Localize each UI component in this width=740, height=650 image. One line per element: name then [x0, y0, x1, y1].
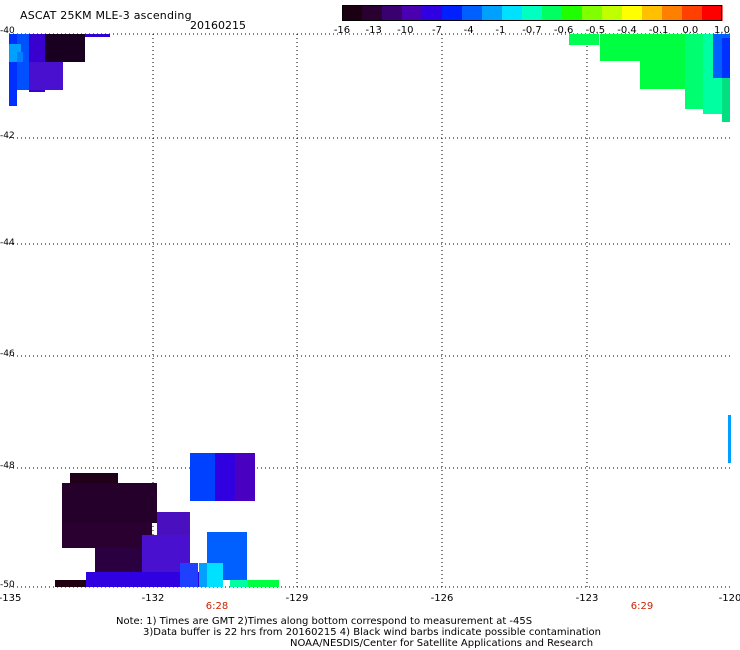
lon-label: -120	[718, 593, 740, 604]
colorbar-swatch	[682, 5, 703, 21]
colorbar-swatch	[502, 5, 523, 21]
swath-cell	[600, 34, 640, 61]
colorbar-swatch	[422, 5, 443, 21]
swath-cell	[86, 572, 199, 587]
colorbar-tick-label: -0.1	[648, 25, 669, 36]
lon-label: -126	[430, 593, 454, 604]
colorbar-swatch	[442, 5, 463, 21]
note-line-3: NOAA/NESDIS/Center for Satellite Applica…	[290, 638, 594, 649]
lon-label: -132	[141, 593, 165, 604]
swath-cell	[722, 38, 730, 78]
swath-cell	[45, 34, 85, 62]
colorbar-tick-label: -1	[495, 25, 506, 36]
swath-cell	[29, 62, 63, 90]
lat-label: -46	[0, 349, 15, 359]
colorbar-swatch	[702, 5, 723, 21]
colorbar-tick-label: -0.7	[522, 25, 542, 36]
time-label: 6:28	[205, 601, 229, 612]
lat-label: -44	[0, 238, 15, 248]
colorbar-swatch	[542, 5, 563, 21]
colorbar-tick-label: -0.6	[553, 25, 574, 36]
swath-cell	[9, 34, 17, 106]
lat-label: -50	[0, 580, 15, 590]
swath-cell	[235, 453, 255, 501]
swath-cell	[569, 34, 599, 45]
swath-cell	[62, 483, 157, 523]
swath-cell	[248, 580, 279, 587]
lon-label: -135	[0, 593, 22, 604]
colorbar-tick-label: -13	[365, 25, 382, 36]
lon-label: -123	[575, 593, 599, 604]
colorbar-swatch	[462, 5, 483, 21]
swath-cell	[85, 34, 110, 37]
swath-cell	[180, 563, 198, 587]
map-date: 20160215	[190, 19, 246, 32]
colorbar-swatch	[402, 5, 423, 21]
swath-cell	[190, 453, 215, 501]
swath-cell	[17, 52, 23, 62]
lat-label: -48	[0, 461, 15, 471]
colorbar-swatch	[482, 5, 503, 21]
colorbar-swatch	[642, 5, 663, 21]
colorbar-tick-label: -16	[333, 25, 351, 36]
colorbar-swatch	[522, 5, 543, 21]
colorbar-tick-label: 0.0	[682, 25, 699, 36]
swath-cell	[95, 548, 142, 572]
swath-cell	[55, 580, 86, 587]
colorbar-swatch	[342, 5, 363, 21]
swath-cell	[207, 563, 223, 587]
colorbar-tick-label: -0.5	[585, 25, 606, 36]
swath-cell	[728, 415, 731, 463]
colorbar-swatch	[582, 5, 603, 21]
colorbar-frame	[342, 5, 722, 21]
colorbar-swatch	[662, 5, 683, 21]
colorbar-tick-label: -4	[463, 25, 474, 36]
swath-cell	[685, 34, 703, 109]
swath-cell	[640, 34, 685, 89]
colorbar-tick-label: 1.0	[714, 25, 730, 36]
swath-cell	[62, 523, 152, 548]
swath-cell	[215, 453, 235, 501]
swath-cell	[722, 78, 730, 122]
colorbar-swatch	[622, 5, 643, 21]
colorbar	[342, 5, 723, 21]
lon-label: -129	[285, 593, 309, 604]
colorbar-tick-label: -0.4	[617, 25, 637, 36]
colorbar-swatch	[382, 5, 403, 21]
colorbar-tick-label: -7	[432, 25, 442, 36]
swath-cell	[199, 563, 207, 587]
map-plot	[9, 33, 731, 588]
colorbar-swatch	[602, 5, 623, 21]
colorbar-tick-label: -10	[397, 25, 414, 36]
lat-label: -40	[0, 26, 15, 36]
lat-label: -42	[0, 131, 15, 141]
time-label: 6:29	[630, 601, 654, 612]
colorbar-swatch	[562, 5, 583, 21]
swath-cell	[230, 580, 248, 587]
colorbar-swatch	[362, 5, 383, 21]
map-title: ASCAT 25KM MLE-3 ascending	[20, 9, 192, 22]
note-line-1: Note: 1) Times are GMT 2)Times along bot…	[116, 616, 533, 627]
note-line-2: 3)Data buffer is 22 hrs from 20160215 4)…	[143, 627, 601, 638]
